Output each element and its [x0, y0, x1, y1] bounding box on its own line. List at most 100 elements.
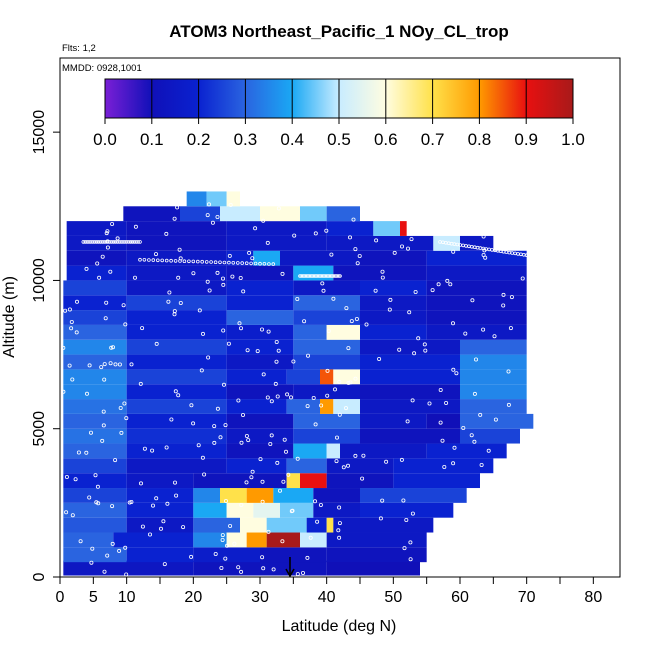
sample-point: [124, 572, 129, 577]
sample-point: [305, 404, 310, 409]
heatmap-cell: [226, 324, 294, 340]
y-axis: 0 5000 10000 15000: [31, 110, 60, 581]
sample-point: [271, 567, 276, 572]
sample-point: [422, 342, 427, 347]
sample-point: [200, 259, 205, 264]
sample-point: [236, 565, 241, 570]
sample-point: [113, 458, 118, 463]
sample-point: [199, 368, 204, 373]
sample-point: [105, 229, 110, 234]
sample-point: [305, 353, 310, 358]
sample-point: [222, 260, 227, 265]
heatmap-cell: [126, 339, 227, 355]
sample-point: [204, 260, 209, 264]
heatmap-cell: [393, 473, 480, 489]
sample-point: [337, 505, 342, 510]
sample-point: [325, 393, 330, 398]
sample-point: [129, 362, 134, 367]
heatmap-cell: [220, 206, 260, 222]
sample-point: [138, 240, 142, 244]
sample-point: [110, 541, 115, 546]
y-tick-label: 5000: [31, 411, 48, 447]
sample-point: [147, 532, 152, 537]
sample-point: [89, 240, 93, 244]
sample-point: [259, 327, 264, 332]
heatmap-cell: [126, 280, 227, 296]
sample-point: [173, 389, 178, 394]
heatmap-cell: [126, 310, 227, 325]
sample-point: [111, 240, 116, 244]
heatmap-cell: [193, 547, 260, 563]
sample-point: [501, 292, 506, 297]
sample-point: [423, 348, 428, 353]
heatmap-cell: [126, 250, 227, 266]
sample-point: [172, 312, 177, 317]
heatmap-cell: [360, 399, 460, 414]
sample-point: [463, 331, 468, 336]
heatmap-cell: [126, 413, 227, 429]
heatmap-cell: [63, 532, 114, 548]
sample-point: [164, 258, 169, 263]
sample-point: [231, 260, 236, 265]
colorbar-tick-label: 1.0: [561, 130, 585, 149]
heatmap-cell: [63, 547, 127, 563]
sample-point: [261, 372, 266, 377]
sample-point: [108, 240, 112, 244]
sample-point: [224, 543, 229, 548]
heatmap-cell: [293, 295, 360, 311]
sample-point: [479, 462, 484, 467]
sample-point: [119, 430, 124, 435]
sample-point: [276, 348, 281, 353]
sample-point: [244, 480, 249, 485]
sample-point: [220, 276, 225, 281]
sample-point: [308, 535, 313, 540]
sample-point: [61, 389, 66, 394]
sample-point: [91, 240, 95, 244]
sample-point: [493, 417, 498, 422]
heatmap-cell: [63, 310, 127, 325]
sample-point: [219, 566, 224, 571]
sample-point: [154, 496, 159, 501]
sample-point: [524, 253, 529, 258]
sample-point: [176, 393, 181, 398]
heatmap-cell: [63, 280, 127, 296]
sample-point: [154, 341, 159, 346]
sample-point: [348, 380, 353, 385]
y-tick-label: 15000: [31, 110, 48, 155]
sample-point: [364, 322, 369, 327]
sample-point: [118, 405, 123, 410]
sample-point: [218, 260, 222, 265]
heatmap-cell: [193, 560, 327, 576]
sample-point: [261, 566, 266, 571]
sample-point: [132, 275, 137, 280]
heatmap-cell: [126, 295, 227, 311]
sample-point: [478, 412, 483, 417]
sample-point: [191, 421, 196, 426]
heatmap-cell: [246, 532, 267, 548]
x-tick-label: 70: [518, 589, 536, 606]
sample-point: [353, 247, 358, 252]
sample-point: [228, 524, 233, 529]
sample-point: [275, 460, 280, 465]
sample-point: [346, 346, 351, 351]
sample-point: [117, 240, 121, 244]
sample-point: [401, 498, 406, 503]
sample-point: [123, 545, 128, 550]
sample-point: [121, 303, 126, 308]
heatmap-cell: [66, 221, 127, 236]
heatmap-cell: [360, 339, 460, 355]
sample-point: [83, 240, 87, 244]
sample-point: [427, 401, 432, 406]
colorbar-tick-label: 0.9: [514, 130, 538, 149]
marker-head: [285, 568, 295, 578]
sample-point: [206, 202, 211, 207]
sample-point: [221, 282, 226, 287]
heatmap-cell: [126, 547, 194, 563]
heatmap-cell: [326, 206, 360, 222]
heatmap-cell: [433, 235, 460, 251]
heatmap-cell: [426, 310, 527, 325]
sample-point: [438, 387, 443, 392]
heatmap-cell: [126, 384, 227, 400]
sample-point: [173, 259, 178, 263]
sample-point: [315, 519, 320, 524]
